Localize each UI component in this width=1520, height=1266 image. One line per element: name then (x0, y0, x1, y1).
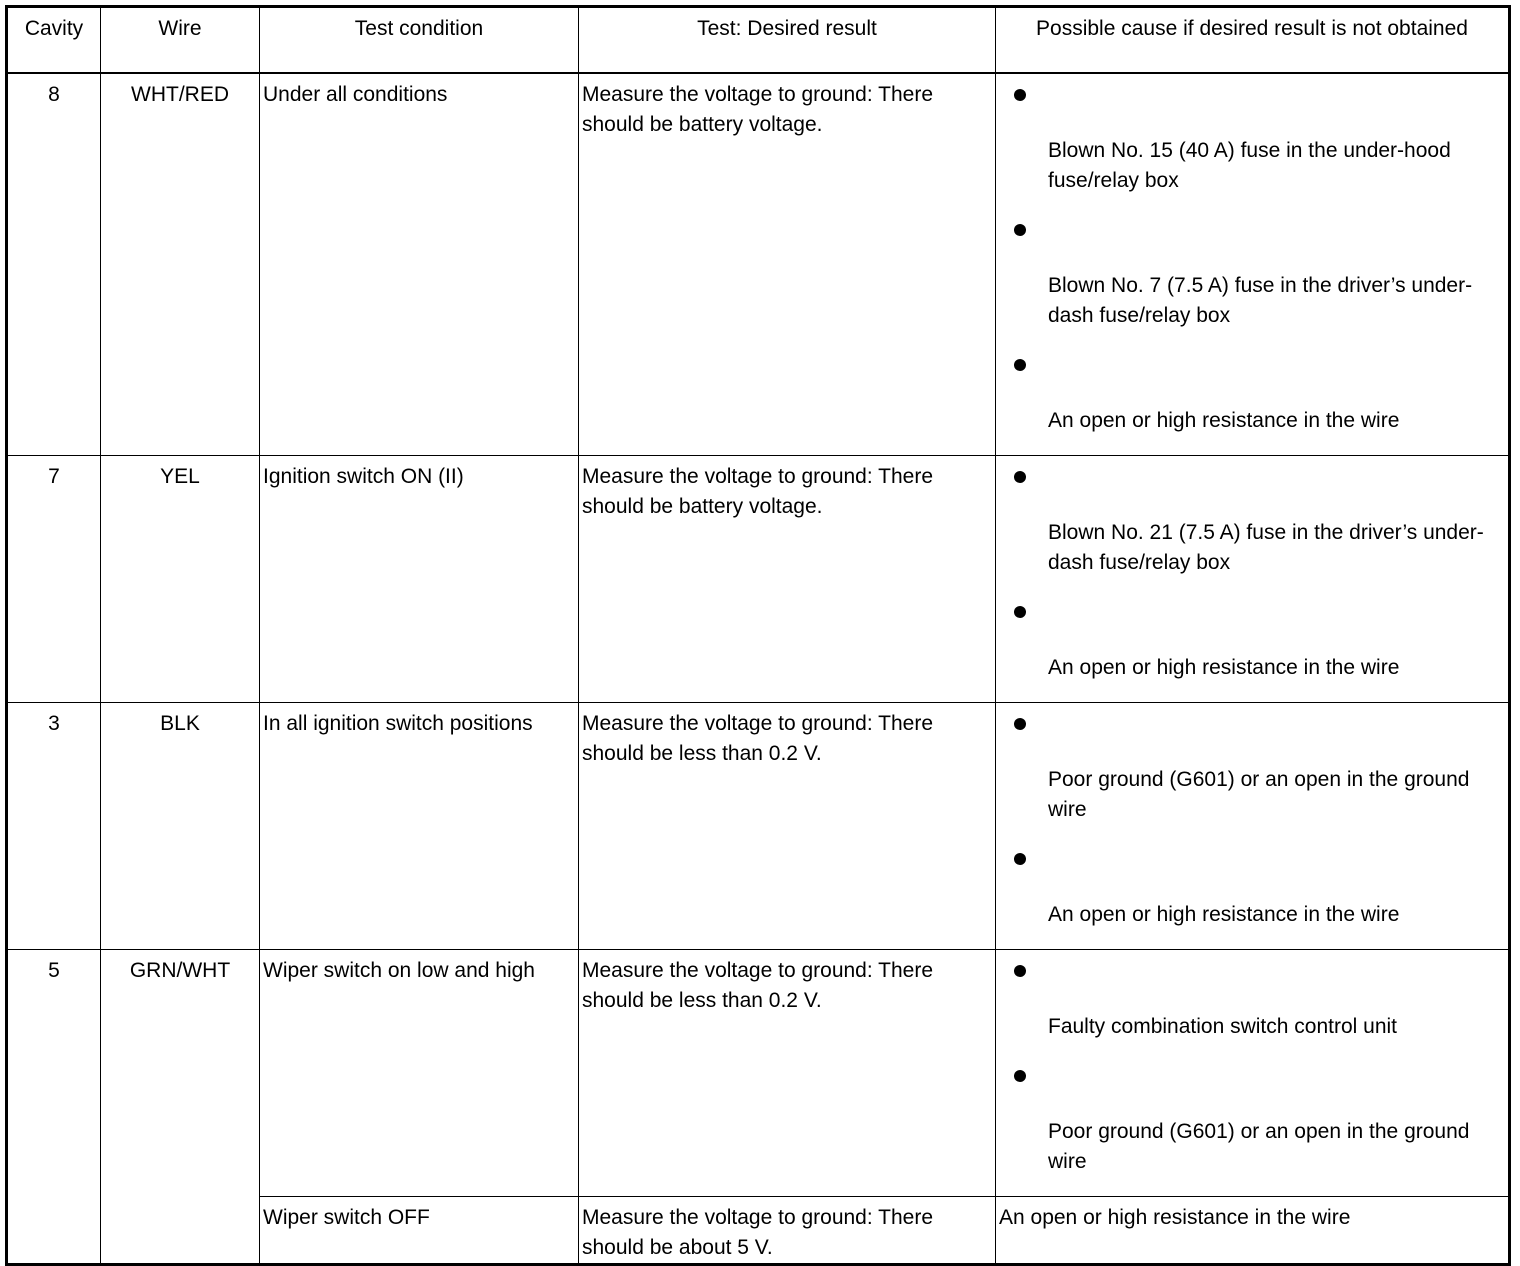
bullet-icon (1014, 470, 1026, 483)
cause-text: An open or high resistance in the wire (1048, 655, 1400, 679)
causes-cell: Poor ground (G601) or an open in the gro… (995, 701, 1510, 950)
condition-cell: Wiper switch OFF (259, 1195, 579, 1265)
cause-item: Poor ground (G601) or an open in the gro… (999, 709, 1505, 825)
bullet-icon (1014, 964, 1026, 977)
condition-cell: Wiper switch on low and high (259, 948, 579, 1197)
cause-item: An open or high resistance in the wire (999, 844, 1505, 930)
cause-text: Poor ground (G601) or an open in the gro… (1048, 1119, 1470, 1173)
cause-item: An open or high resistance in the wire (999, 597, 1505, 683)
bullet-icon (1014, 852, 1026, 865)
wire-cell: YEL (100, 454, 260, 703)
result-cell: Measure the voltage to ground: There sho… (578, 701, 996, 950)
causes-cell: Faulty combination switch control unit P… (995, 948, 1510, 1197)
bullet-icon (1014, 358, 1026, 371)
bullet-icon (1014, 1069, 1026, 1082)
condition-cell: In all ignition switch positions (259, 701, 579, 950)
cause-item: Blown No. 15 (40 A) fuse in the under-ho… (999, 80, 1505, 196)
cause-item: Faulty combination switch control unit (999, 956, 1505, 1042)
result-cell: Measure the voltage to ground: There sho… (578, 1195, 996, 1265)
header-desired-result: Test: Desired result (578, 6, 996, 74)
result-cell: Measure the voltage to ground: There sho… (578, 454, 996, 703)
result-cell: Measure the voltage to ground: There sho… (578, 948, 996, 1197)
causes-cell: Blown No. 21 (7.5 A) fuse in the driver’… (995, 454, 1510, 703)
bullet-icon (1014, 223, 1026, 236)
causes-cell: Blown No. 15 (40 A) fuse in the under-ho… (995, 72, 1510, 456)
wire-cell: WHT/RED (100, 72, 260, 456)
header-row: Cavity Wire Test condition Test: Desired… (6, 6, 1510, 74)
cause-item: Poor ground (G601) or an open in the gro… (999, 1061, 1505, 1177)
cause-item: Blown No. 7 (7.5 A) fuse in the driver’s… (999, 215, 1505, 331)
cause-item: An open or high resistance in the wire (999, 350, 1505, 436)
header-test-condition: Test condition (259, 6, 579, 74)
result-cell: Measure the voltage to ground: There sho… (578, 72, 996, 456)
table-row: 8 WHT/RED Under all conditions Measure t… (6, 72, 1510, 456)
cause-text: An open or high resistance in the wire (1048, 408, 1400, 432)
cause-text: Poor ground (G601) or an open in the gro… (1048, 767, 1470, 821)
bullet-icon (1014, 88, 1026, 101)
bullet-icon (1014, 717, 1026, 730)
cause-text: Blown No. 21 (7.5 A) fuse in the driver’… (1048, 520, 1484, 574)
cause-text: Blown No. 15 (40 A) fuse in the under-ho… (1048, 138, 1451, 192)
table-row: 5 GRN/WHT Wiper switch on low and high M… (6, 948, 1510, 1265)
header-possible-cause: Possible cause if desired result is not … (995, 6, 1510, 74)
cause-text: An open or high resistance in the wire (1048, 902, 1400, 926)
cavity-cell: 5 (6, 948, 101, 1265)
header-wire: Wire (100, 6, 260, 74)
cause-text: Faulty combination switch control unit (1048, 1014, 1397, 1038)
cavity-cell: 3 (6, 701, 101, 950)
cavity-cell: 8 (6, 72, 101, 456)
causes-cell: An open or high resistance in the wire (995, 1195, 1510, 1265)
table-row: 7 YEL Ignition switch ON (II) Measure th… (6, 454, 1510, 703)
test-table: Cavity Wire Test condition Test: Desired… (5, 5, 1511, 1266)
bullet-icon (1014, 605, 1026, 618)
cause-text: Blown No. 7 (7.5 A) fuse in the driver’s… (1048, 273, 1473, 327)
wire-cell: BLK (100, 701, 260, 950)
table-row: 3 BLK In all ignition switch positions M… (6, 701, 1510, 950)
wire-cell: GRN/WHT (100, 948, 260, 1265)
cause-item: Blown No. 21 (7.5 A) fuse in the driver’… (999, 462, 1505, 578)
header-cavity: Cavity (6, 6, 101, 74)
cavity-cell: 7 (6, 454, 101, 703)
condition-cell: Under all conditions (259, 72, 579, 456)
condition-cell: Ignition switch ON (II) (259, 454, 579, 703)
